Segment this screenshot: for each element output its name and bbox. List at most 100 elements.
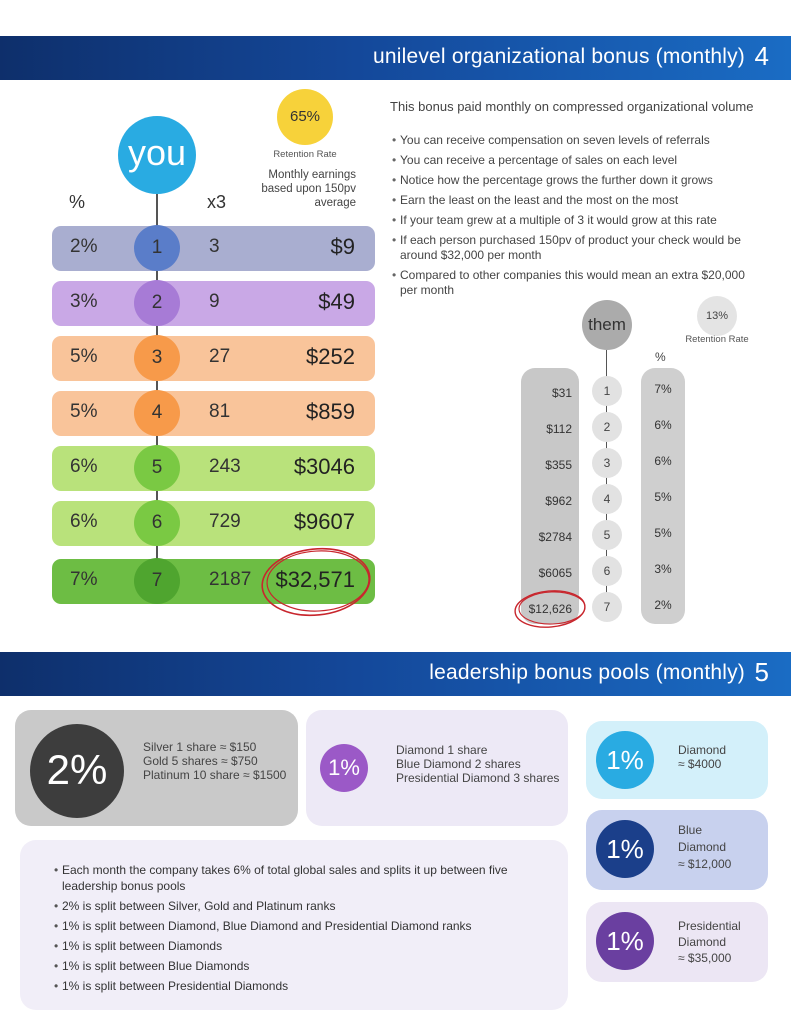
pool-rank: Diamond xyxy=(678,743,727,757)
them-row-earnings: $962 xyxy=(545,494,572,508)
them-earnings-column xyxy=(521,368,579,624)
pool-diamond-ranks: 1% Diamond 1 share Blue Diamond 2 shares… xyxy=(306,710,568,826)
level-connector-line xyxy=(156,194,158,584)
level-row-6: 6% 729 $9607 xyxy=(52,501,375,546)
level-count: 243 xyxy=(209,456,241,477)
level-percent: 6% xyxy=(70,456,98,477)
section-4-number: 4 xyxy=(754,41,769,71)
pool-info: Blue Diamond ≈ $12,000 xyxy=(678,822,731,873)
bonus-intro: This bonus paid monthly on compressed or… xyxy=(390,99,754,114)
level-number-circle: 1 xyxy=(134,225,180,271)
level-earnings: $859 xyxy=(306,399,355,424)
level-count: 27 xyxy=(209,346,231,367)
them-level-circle: 2 xyxy=(592,412,622,442)
them-circle: them xyxy=(582,300,632,350)
pool-shares: Silver 1 share ≈ $150 Gold 5 shares ≈ $7… xyxy=(143,740,286,782)
list-item: 1% is split between Diamond, Blue Diamon… xyxy=(54,918,554,934)
level-earnings: $252 xyxy=(306,344,355,369)
them-row-percent: 2% xyxy=(654,598,672,612)
list-item: Earn the least on the least and the most… xyxy=(392,193,762,208)
pool-presidential-diamond: 1% Presidential Diamond ≈ $35,000 xyxy=(586,902,768,982)
level-count: 729 xyxy=(209,511,241,532)
list-item: 2% is split between Silver, Gold and Pla… xyxy=(54,898,554,914)
level-row-1: 2% 3 $9 xyxy=(52,226,375,271)
earnings-note: Monthly earnings based upon 150pv averag… xyxy=(261,169,356,209)
them-percent-column xyxy=(641,368,685,624)
them-retention-percent: 13% xyxy=(705,310,729,322)
them-level-circle: 4 xyxy=(592,484,622,514)
retention-percent: 65% xyxy=(289,108,321,125)
level-number-circle: 4 xyxy=(134,390,180,436)
them-level-circle: 6 xyxy=(592,556,622,586)
pool-silver-gold-platinum: 2% Silver 1 share ≈ $150 Gold 5 shares ≈… xyxy=(15,710,298,826)
them-retention-label: Retention Rate xyxy=(685,334,749,345)
share-line: Gold 5 shares ≈ $750 xyxy=(143,754,258,768)
level-number-circle: 5 xyxy=(134,445,180,491)
level-earnings: $9607 xyxy=(293,509,355,534)
pool-percent: 2% xyxy=(46,746,108,793)
pool-blue-diamond: 1% Blue Diamond ≈ $12,000 xyxy=(586,810,768,890)
them-level-circle: 7 xyxy=(592,592,622,622)
level-row-4: 5% 81 $859 xyxy=(52,391,375,436)
pool-percent-circle: 1% xyxy=(320,744,368,792)
list-item: Compared to other companies this would m… xyxy=(392,268,762,298)
them-row-percent: 5% xyxy=(654,490,672,504)
them-percent-header: % xyxy=(655,350,666,364)
pool-percent: 1% xyxy=(606,745,644,775)
them-row-earnings: $355 xyxy=(545,458,572,472)
pool-rank: Blue xyxy=(678,823,703,837)
pool-amount: ≈ $4000 xyxy=(678,757,722,771)
pool-percent-circle: 2% xyxy=(30,724,124,818)
them-label: them xyxy=(588,315,626,334)
level-percent: 5% xyxy=(70,401,98,422)
level-row-2: 3% 9 $49 xyxy=(52,281,375,326)
pool-info: Diamond ≈ $4000 xyxy=(678,743,726,771)
level-row-5: 6% 243 $3046 xyxy=(52,446,375,491)
level-number-circle: 7 xyxy=(134,558,180,604)
share-line: Silver 1 share ≈ $150 xyxy=(143,740,257,754)
list-item: If each person purchased 150pv of produc… xyxy=(392,233,762,263)
share-line: Blue Diamond 2 shares xyxy=(396,757,521,771)
you-circle: you xyxy=(118,116,196,194)
them-row-percent: 3% xyxy=(654,562,672,576)
level-earnings: $3046 xyxy=(293,454,355,479)
section-5-title: leadership bonus pools (monthly) xyxy=(429,661,745,684)
pool-rank: Diamond xyxy=(678,935,727,949)
pool-amount: ≈ $12,000 xyxy=(678,857,732,871)
level-percent: 5% xyxy=(70,346,98,367)
list-item: Each month the company takes 6% of total… xyxy=(54,862,554,894)
them-row-earnings: $31 xyxy=(551,386,572,400)
them-row-percent: 7% xyxy=(654,382,672,396)
section-4-banner: unilevel organizational bonus (monthly) … xyxy=(0,36,791,80)
list-item: 1% is split between Presidential Diamond… xyxy=(54,978,554,994)
them-level-circle: 3 xyxy=(592,448,622,478)
level-count: 2187 xyxy=(209,569,252,590)
level-number-circle: 3 xyxy=(134,335,180,381)
share-line: Platinum 10 share ≈ $1500 xyxy=(143,768,287,782)
list-item: 1% is split between Diamonds xyxy=(54,938,554,954)
level-number-circle: 2 xyxy=(134,280,180,326)
section-5-banner: leadership bonus pools (monthly) 5 xyxy=(0,652,791,696)
list-item: You can receive compensation on seven le… xyxy=(392,133,762,148)
level-earnings: $49 xyxy=(318,289,355,314)
pool-percent: 1% xyxy=(328,755,360,780)
multiplier-header: x3 xyxy=(207,192,227,212)
pool-percent-circle: 1% xyxy=(596,912,654,970)
them-level-circle: 5 xyxy=(592,520,622,550)
pool-rank: Diamond xyxy=(678,840,727,854)
retention-badge: 65% xyxy=(277,89,333,145)
level-count: 9 xyxy=(209,291,220,312)
pool-percent-circle: 1% xyxy=(596,820,654,878)
bonus-bullets: You can receive compensation on seven le… xyxy=(392,133,762,303)
pool-percent-circle: 1% xyxy=(596,731,654,789)
them-row-earnings: $2784 xyxy=(538,530,572,544)
them-retention-badge: 13% xyxy=(697,296,737,336)
them-row-percent: 6% xyxy=(654,418,672,432)
section-5-number: 5 xyxy=(754,657,769,687)
percent-header: % xyxy=(69,192,86,212)
you-label: you xyxy=(127,132,187,173)
level-row-7: 7% 2187 $32,571 xyxy=(52,559,375,604)
leadership-bullets: Each month the company takes 6% of total… xyxy=(54,862,554,998)
level-count: 3 xyxy=(209,236,220,257)
pool-diamond: 1% Diamond ≈ $4000 xyxy=(586,721,768,799)
